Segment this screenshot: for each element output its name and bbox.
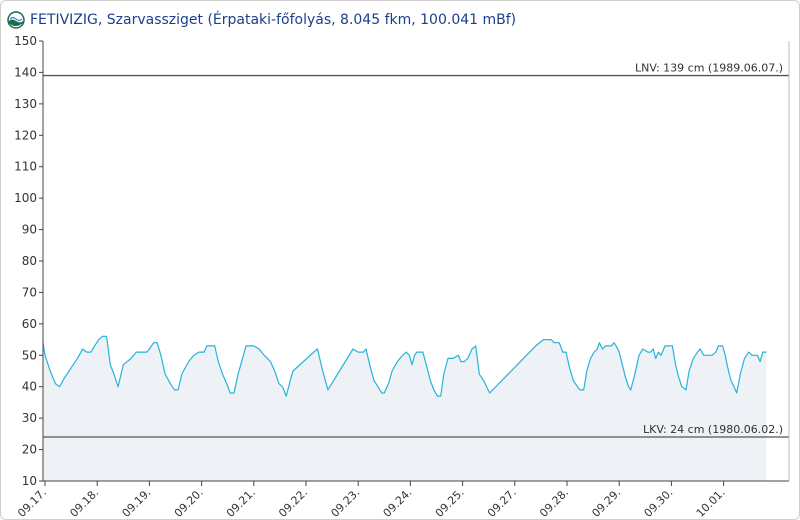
x-tick-label: 09.22. [276,486,310,519]
y-tick-label: 20 [22,443,37,457]
series-line-layer [42,335,767,397]
x-tick-label: 09.24. [381,486,415,519]
y-tick-label: 80 [22,254,37,268]
series-line [42,335,767,397]
x-tick-label: 09.19. [120,486,154,519]
y-tick-label: 40 [22,380,37,394]
y-tick-label: 120 [14,128,37,142]
x-tick-label: 09.21. [224,486,258,519]
y-tick-label: 50 [22,348,37,362]
x-tick-label: 09.23. [328,486,362,519]
x-tick-label: 09.28. [537,486,571,519]
series-area [43,336,767,481]
x-tick-label: 10.01. [694,486,728,519]
y-tick-label: 130 [14,97,37,111]
reference-lines: LNV: 139 cm (1989.06.07.) LKV: 24 cm (198… [43,62,789,438]
x-axis-ticks: 09.17. 09.18. 09.19. 09.20. 09.21. 09.22. 09.2… [15,481,728,519]
y-tick-label: 60 [22,317,37,331]
y-tick-label: 100 [14,191,37,205]
x-tick-label: 09.27. [485,486,519,519]
y-tick-label: 30 [22,411,37,425]
chart-title: FETIVIZIG, Szarvassziget (Érpataki-főfol… [30,12,517,28]
y-tick-label: 110 [14,160,37,174]
globe-wave-logo-icon [7,11,25,29]
x-tick-label: 09.17. [15,486,49,519]
y-tick-label: 150 [14,34,37,48]
y-axis-ticks: 10 20 30 40 50 60 70 80 90 100 110 120 130 140 150 [14,34,43,488]
area-fill [43,336,767,481]
chart-header: FETIVIZIG, Szarvassziget (Érpataki-főfol… [7,9,516,31]
x-tick-label: 09.25. [433,486,467,519]
y-tick-label: 10 [22,474,37,488]
reference-line-label-1: LKV: 24 cm (1980.06.02.) [643,423,783,436]
reference-line-label-0: LNV: 139 cm (1989.06.07.) [635,62,783,75]
x-tick-label: 09.30. [642,486,676,519]
y-tick-label: 140 [14,65,37,79]
x-tick-label: 09.18. [67,486,101,519]
x-tick-label: 09.20. [172,486,206,519]
x-tick-label: 09.29. [589,486,623,519]
y-tick-label: 90 [22,223,37,237]
y-tick-label: 70 [22,285,37,299]
